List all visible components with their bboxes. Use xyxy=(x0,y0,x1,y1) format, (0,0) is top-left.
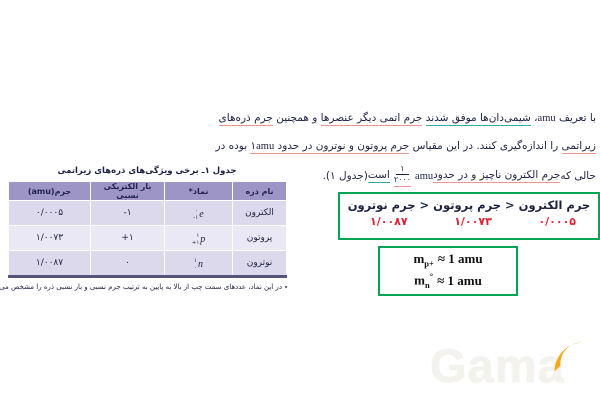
text-run: حالی که xyxy=(560,170,596,182)
m-symbol: m xyxy=(414,272,425,288)
proton-mass-value: ۱/۰۰۷۳ xyxy=(454,215,492,228)
charge-number: +۱ xyxy=(191,239,200,246)
approx-mass-box: mp+ ≈ 1 amu mn° ≈ 1 amu xyxy=(378,246,518,296)
particle-symbol: ۱ +۱ p xyxy=(164,225,233,251)
mass-comparison-box: جرم الکترون < جرم پروتون < جرم نوترون ۱/… xyxy=(338,192,600,240)
particle-charge: +۱ xyxy=(90,225,165,251)
text-run: را اندازه‌گیری کنند. در این مقیاس xyxy=(409,140,562,152)
approx-value: ≈ 1 amu xyxy=(437,250,483,266)
text-run: و همچنین xyxy=(272,112,321,124)
col-header-mass: جرم(amu) xyxy=(8,181,91,201)
symbol-letter: n xyxy=(197,259,203,270)
text-run: ، xyxy=(530,112,538,124)
text-run: (جدول ۱). xyxy=(322,170,368,182)
particle-charge: -۱ xyxy=(90,200,165,226)
particle-mass: ۱/۰۰۸۷ xyxy=(8,250,91,277)
table-header-row: نام ذره نماد* بار الکتریکی نسبی جرم(amu) xyxy=(8,181,287,201)
neutron-superscript: ° xyxy=(429,271,434,282)
mass-values-row: ۱/۰۰۸۷ ۱/۰۰۷۳ ۰/۰۰۰۵ xyxy=(340,212,598,228)
one-amu-term: ۱amu xyxy=(250,141,275,154)
mass-number: ۱ xyxy=(194,257,197,264)
gama-logo-text: Gama xyxy=(430,339,565,392)
highlight-pink-phrase: جرم ذره‌های xyxy=(218,112,273,126)
paragraph-line-1: با تعریف amu، شیمی‌دان‌ها موفق شدند جرم … xyxy=(218,104,596,132)
table-footnote: ٭ در این نماد، عددهای سمت چپ از بالا به … xyxy=(0,283,288,291)
proton-approx-line: mp+ ≈ 1 amu xyxy=(413,250,482,270)
fraction-numerator: ۱ xyxy=(396,165,409,176)
symbol-letter: p xyxy=(200,234,206,245)
text-run: با تعریف xyxy=(555,112,596,124)
table-row-electron: الکترون ۰ -۱ e -۱ ۰/۰۰۰۵ xyxy=(8,200,287,226)
particle-symbol: ۰ -۱ e xyxy=(164,200,233,226)
fraction-1-over-2000: ۱ ۲۰۰۰ xyxy=(393,165,412,187)
m-symbol: m xyxy=(413,250,425,266)
particle-mass: ۰/۰۰۰۵ xyxy=(8,200,91,226)
particle-name: پروتون xyxy=(232,225,287,251)
electron-mass-value: ۰/۰۰۰۵ xyxy=(538,215,576,228)
table-row-proton: پروتون ۱ +۱ p +۱ ۱/۰۰۷۳ xyxy=(8,225,287,251)
symbol-scripts: ۱ +۱ xyxy=(192,233,200,246)
charge-number: ۰ xyxy=(194,264,197,271)
mass-number: ۱ xyxy=(196,232,200,239)
paragraph-line-3: حالی که جرم الکترون ناچیز و در حدود amu ۱… xyxy=(221,160,596,192)
mass-inequality: جرم الکترون < جرم پروتون < جرم نوترون xyxy=(347,198,591,212)
highlight-pink-phrase: جرم پروتون و نوترون در حدود xyxy=(274,140,410,154)
symbol-letter: e xyxy=(199,209,204,220)
highlight-pink-phrase: زیراتمی xyxy=(561,140,596,154)
neutron-approx-line: mn° ≈ 1 amu xyxy=(414,271,482,292)
highlight-pink-phrase: جرم اتمی دیگر عنصرها xyxy=(320,112,423,126)
mass-number: ۰ xyxy=(195,207,199,214)
col-header-charge: بار الکتریکی نسبی xyxy=(90,181,165,201)
gama-crescent-icon xyxy=(554,342,584,372)
paragraph-line-2: زیراتمی را اندازه‌گیری کنند. در این مقیا… xyxy=(216,132,596,160)
amu-term: amu xyxy=(415,170,434,182)
fraction-denominator: ۲۰۰۰ xyxy=(393,175,412,185)
table-caption: جدول ۱ـ برخی ویژگی‌های ذره‌های زیراتمی xyxy=(57,166,237,176)
particle-mass: ۱/۰۰۷۳ xyxy=(8,225,91,251)
neutron-subscript: n xyxy=(425,280,430,291)
particle-name: الکترون xyxy=(232,200,287,226)
col-header-symbol: نماد* xyxy=(164,181,233,201)
gama-watermark: Gama xyxy=(430,338,600,398)
neutron-mass-value: ۱/۰۰۸۷ xyxy=(370,215,408,228)
highlight-pink-phrase: جرم الکترون ناچیز و در حدود xyxy=(433,169,561,183)
proton-subscript: p+ xyxy=(424,258,434,269)
symbol-scripts: ۰ -۱ xyxy=(193,208,198,221)
charge-number: -۱ xyxy=(193,214,199,221)
nuclear-symbol: ۱ +۱ p xyxy=(192,233,206,246)
intro-paragraph: با تعریف amu، شیمی‌دان‌ها موفق شدند جرم … xyxy=(216,104,596,192)
highlight-teal-phrase: است xyxy=(367,169,390,183)
subatomic-particles-table: نام ذره نماد* بار الکتریکی نسبی جرم(amu)… xyxy=(8,181,287,278)
particle-name: نوترون xyxy=(232,250,287,277)
highlight-teal-phrase: شیمی‌دان‌ها موفق شدند xyxy=(425,112,531,126)
nuclear-symbol: ۰ -۱ e xyxy=(193,208,203,221)
particle-charge: ۰ xyxy=(90,250,165,277)
amu-term: amu xyxy=(537,113,556,124)
approx-value: ≈ 1 amu xyxy=(437,272,482,288)
col-header-name: نام ذره xyxy=(232,181,287,201)
text-run: بوده در xyxy=(215,140,251,152)
